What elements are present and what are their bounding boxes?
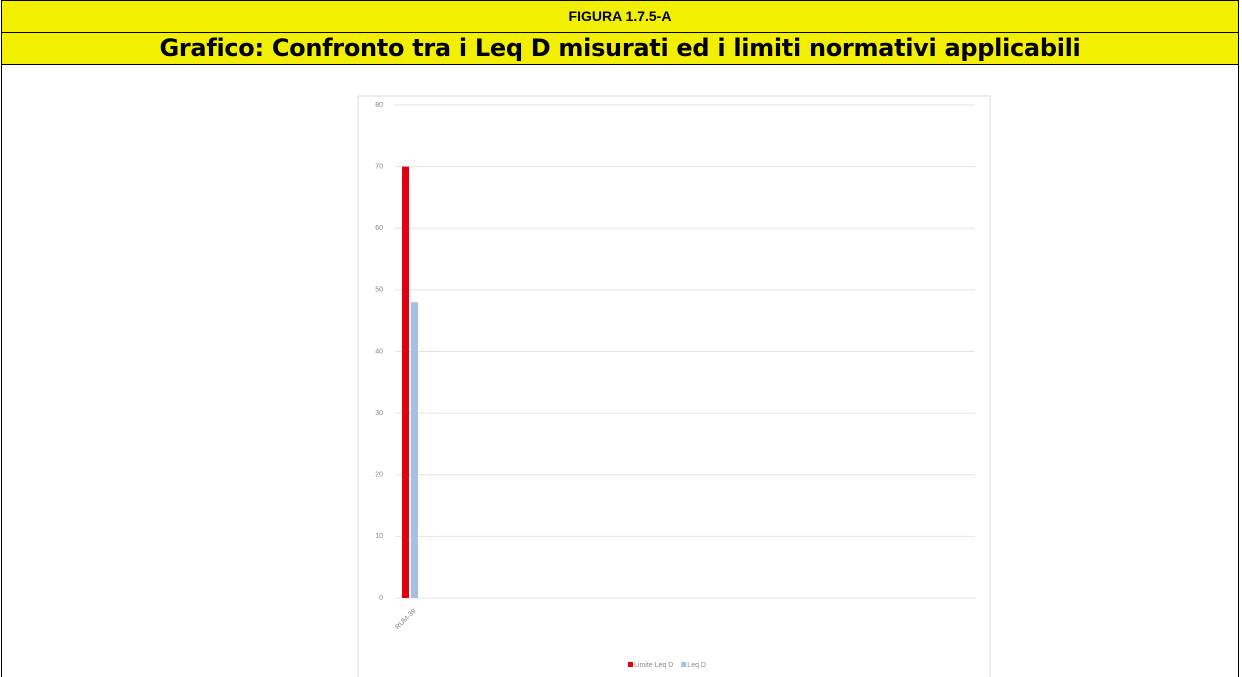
legend-swatch (681, 662, 687, 667)
figure-cell (1, 64, 1239, 677)
y-tick-label: 60 (375, 225, 383, 232)
y-tick-label: 20 (375, 472, 383, 479)
bar (411, 302, 418, 598)
bar (402, 166, 409, 598)
y-tick-label: 80 (375, 102, 383, 109)
y-tick-label: 40 (375, 348, 383, 355)
legend-label: Limite Leq D (634, 662, 673, 669)
y-tick-label: 10 (375, 533, 383, 540)
y-tick-label: 50 (375, 287, 383, 294)
chart-frame (357, 95, 991, 677)
y-tick-label: 0 (379, 595, 383, 602)
y-tick-label: 70 (375, 163, 383, 170)
legend-label: Leq D (687, 662, 706, 669)
figure-label: FIGURA 1.7.5-A (1, 0, 1239, 33)
legend-swatch (628, 662, 633, 667)
y-tick-label: 30 (375, 410, 383, 417)
figure-title: Grafico: Confronto tra i Leq D misurati … (1, 32, 1239, 65)
